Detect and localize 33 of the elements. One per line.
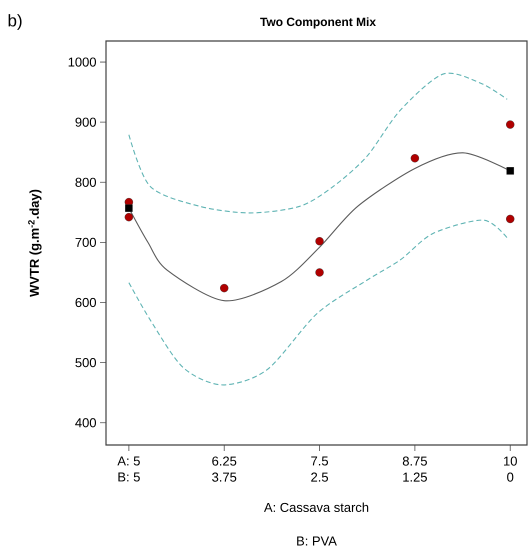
point	[125, 204, 133, 212]
x-tick-label: 6.25	[212, 456, 236, 466]
x-axis-title: A: Cassava starch	[264, 502, 368, 512]
point	[315, 268, 324, 277]
x2-tick-label: 1.25	[403, 472, 427, 482]
y-tick-label: 600	[76, 298, 96, 308]
x2-axis-title: B: PVA	[297, 536, 337, 546]
y-tick-label: 400	[75, 418, 96, 428]
y-tick-label: 700	[76, 238, 96, 247]
point	[506, 214, 514, 224]
x-tick-label: 7.5	[311, 456, 328, 466]
y-tick-label: 900	[76, 118, 96, 127]
y-tick-label: 500	[75, 358, 96, 368]
line-series	[128, 220, 508, 386]
point	[506, 167, 514, 175]
line-series	[128, 72, 508, 214]
x2-tick-label: 3.75	[212, 472, 236, 482]
text: b)	[8, 14, 22, 30]
x2-tick-label: 0	[507, 472, 514, 482]
chart-title: Two Component Mix	[260, 17, 376, 28]
y-axis-title: WVTR (g.m$^{-2}$.day)	[28, 190, 42, 297]
point	[410, 154, 420, 162]
y-tick-label: 800	[75, 178, 96, 187]
x-tick-label: A: 5	[117, 456, 140, 466]
point	[124, 212, 134, 222]
x2-tick-label: 2.5	[311, 472, 328, 482]
x-tick-label: 8.75	[402, 456, 427, 466]
point	[220, 284, 228, 292]
point	[315, 237, 324, 246]
x2-tick-label: B: 5	[118, 472, 140, 482]
x-tick-label: 10	[504, 456, 517, 466]
point	[506, 120, 514, 129]
y-tick-label: 1000	[68, 57, 96, 67]
